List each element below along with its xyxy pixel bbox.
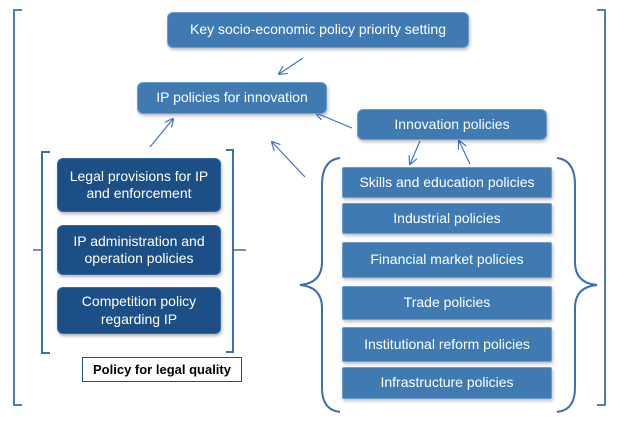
- arrow-legal-to-ip: [149, 119, 173, 148]
- arrow-skills-to-ip: [272, 142, 306, 178]
- outer-left-bracket: [13, 9, 22, 406]
- skills-box: Skills and education policies: [342, 167, 552, 198]
- arrow-key-to-ip: [279, 57, 304, 74]
- trade-box: Trade policies: [342, 286, 552, 320]
- left-group-left-bracket: [41, 151, 50, 354]
- competition-box: Competition policy regarding IP: [57, 287, 221, 334]
- industrial-box: Industrial policies: [342, 203, 552, 234]
- financial-box: Financial market policies: [342, 242, 552, 278]
- infrastructure-box: Infrastructure policies: [342, 367, 552, 399]
- ip-administration-box: IP administration and operation policies: [57, 225, 221, 275]
- legal-provisions-box: Legal provisions for IP and enforcement: [57, 158, 221, 212]
- right-group-right-brace: [556, 157, 598, 413]
- ip-innovation-box: IP policies for innovation: [137, 82, 327, 114]
- innovation-policies-box: Innovation policies: [357, 109, 547, 140]
- arrow-innovation-to-ip: [316, 113, 353, 129]
- outer-right-bracket: [597, 9, 606, 406]
- institutional-box: Institutional reform policies: [342, 327, 552, 362]
- legal-quality-label: Policy for legal quality: [82, 357, 242, 382]
- left-group-right-bracket: [226, 149, 234, 353]
- key-priority-box: Key socio-economic policy priority setti…: [167, 12, 469, 48]
- arrow-innovation-to-skills: [410, 140, 421, 164]
- arrow-skills-to-innovation: [459, 141, 471, 165]
- right-group-left-brace: [299, 157, 341, 413]
